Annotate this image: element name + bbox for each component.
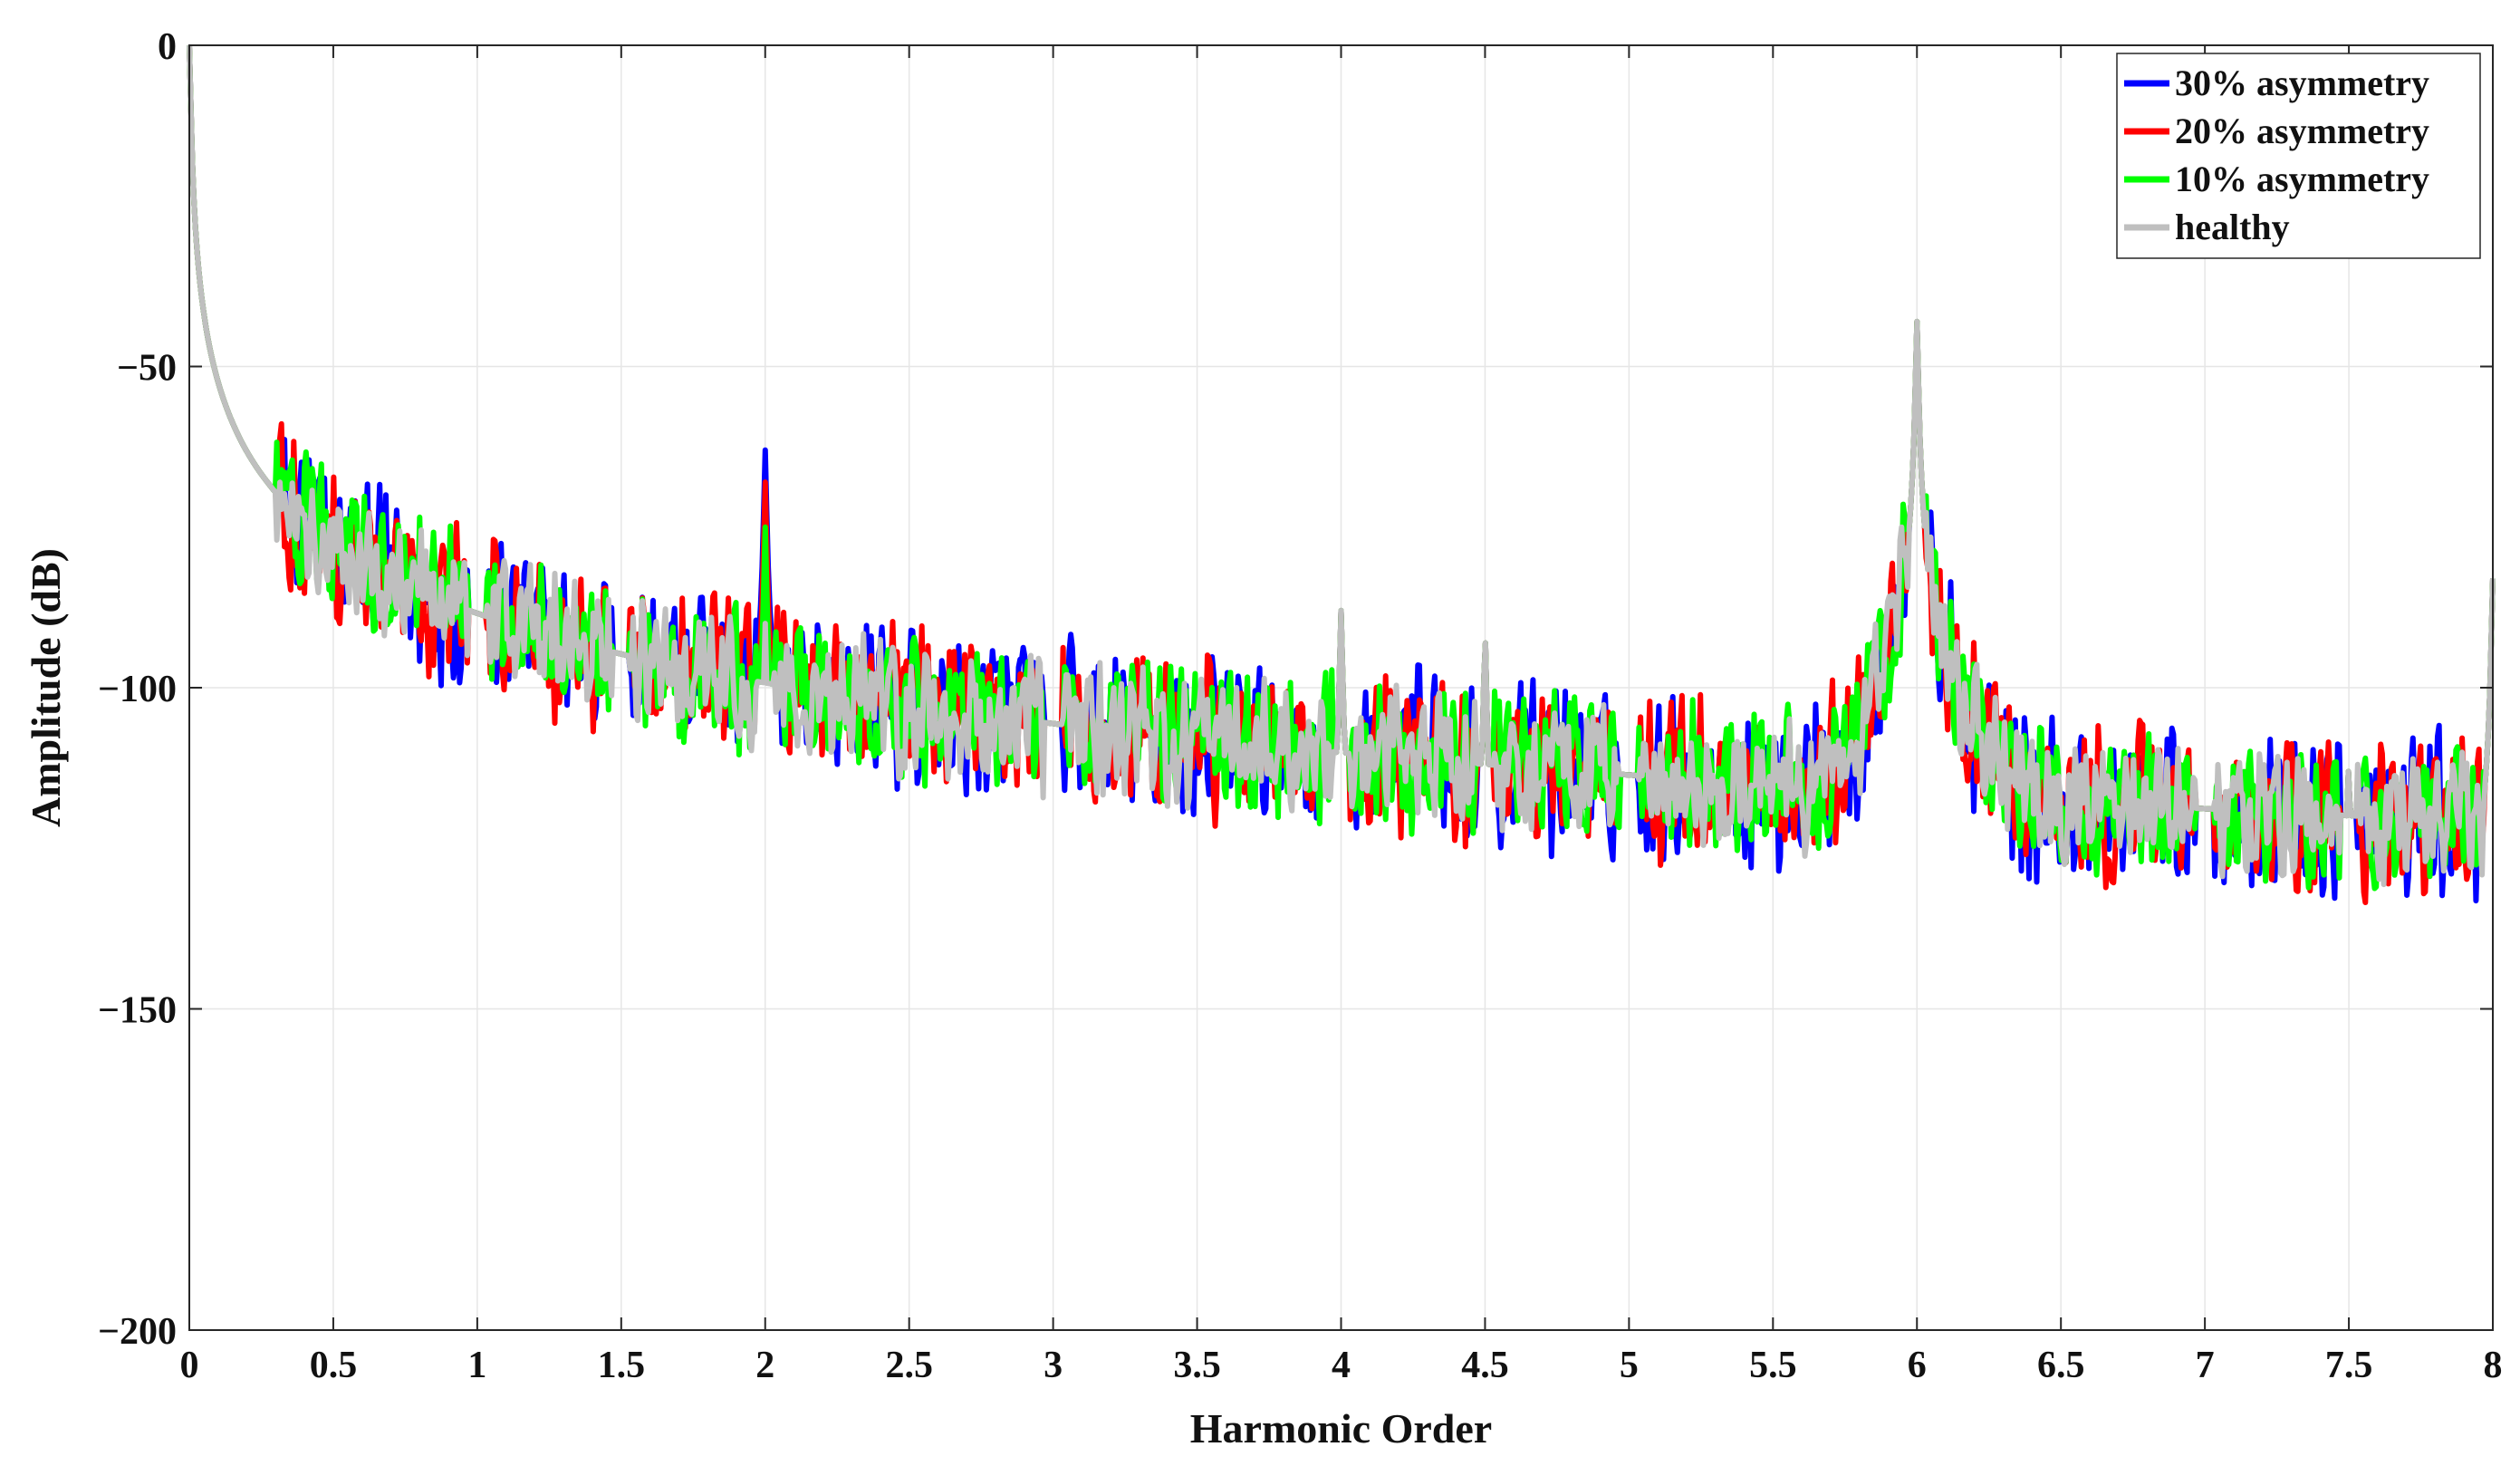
x-tick-label: 5.5 bbox=[1749, 1345, 1797, 1386]
x-tick-label: 7.5 bbox=[2325, 1345, 2373, 1386]
y-tick-label: −50 bbox=[117, 348, 177, 390]
y-tick-label: −150 bbox=[98, 990, 177, 1032]
x-tick-label: 4.5 bbox=[1461, 1345, 1509, 1386]
y-tick-label: −200 bbox=[98, 1311, 177, 1353]
y-axis-label: Amplitude (dB) bbox=[23, 548, 69, 827]
legend-label-3: healthy bbox=[2175, 207, 2290, 247]
x-tick-label: 2.5 bbox=[885, 1345, 933, 1386]
x-tick-label: 3.5 bbox=[1173, 1345, 1221, 1386]
x-tick-label: 1 bbox=[467, 1345, 486, 1386]
legend-box bbox=[2116, 53, 2481, 259]
x-tick-label: 0.5 bbox=[310, 1345, 358, 1386]
x-tick-label: 0 bbox=[180, 1345, 199, 1386]
legend-label-0: 30% asymmetry bbox=[2175, 63, 2429, 103]
series-layer bbox=[187, 44, 2496, 905]
x-tick-label: 4 bbox=[1332, 1345, 1351, 1386]
y-tick-labels: 0 −50 −100 −150 −200 bbox=[98, 26, 177, 1353]
x-tick-labels: 0 0.5 1 1.5 2 2.5 3 3.5 4 4.5 5 5.5 6 6.5 7 7.5 8 bbox=[180, 1345, 2503, 1386]
legend-label-1: 20% asymmetry bbox=[2175, 111, 2429, 151]
legend: 30% asymmetry 20% asymmetry 10% asymmetry h… bbox=[2116, 53, 2481, 259]
x-tick-label: 1.5 bbox=[598, 1345, 646, 1386]
x-tick-label: 8 bbox=[2484, 1345, 2503, 1386]
x-axis-label: Harmonic Order bbox=[1190, 1405, 1492, 1452]
y-tick-label: 0 bbox=[158, 26, 177, 68]
x-tick-label: 7 bbox=[2196, 1345, 2215, 1386]
x-tick-label: 3 bbox=[1044, 1345, 1063, 1386]
x-tick-label: 6 bbox=[1908, 1345, 1927, 1386]
x-tick-label: 5 bbox=[1620, 1345, 1639, 1386]
series-line-3 bbox=[187, 44, 2496, 888]
x-tick-label: 6.5 bbox=[2037, 1345, 2085, 1386]
legend-label-2: 10% asymmetry bbox=[2175, 159, 2429, 199]
x-tick-label: 2 bbox=[755, 1345, 774, 1386]
y-tick-label: −100 bbox=[98, 669, 177, 710]
